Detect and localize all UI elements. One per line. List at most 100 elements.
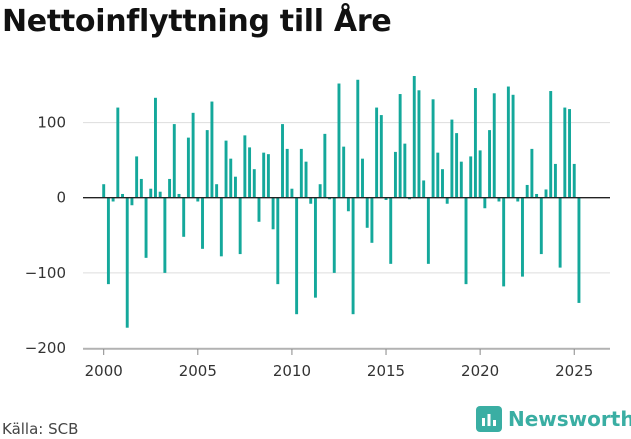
bar (441, 169, 444, 198)
bar (342, 146, 346, 198)
bar (318, 184, 322, 198)
bar (365, 197, 369, 228)
bar (299, 148, 303, 198)
bar (177, 193, 181, 198)
bar (271, 197, 275, 230)
bar (262, 152, 266, 198)
bar (182, 197, 186, 237)
bar (266, 154, 270, 198)
bar (483, 197, 487, 209)
bar (238, 197, 242, 255)
bar (163, 197, 167, 273)
bar (568, 109, 571, 198)
bar (408, 197, 412, 200)
bar (389, 197, 393, 264)
bar (130, 197, 134, 206)
bar (285, 148, 289, 198)
bar (210, 101, 214, 198)
bar (539, 197, 543, 255)
bar (201, 197, 204, 249)
bar (530, 148, 534, 198)
bar (233, 176, 237, 198)
bar (205, 130, 209, 198)
bar (102, 184, 106, 198)
bar (384, 197, 388, 200)
x-tick-label: 2025 (555, 362, 593, 380)
chart-title: Nettoinflyttning till Åre (2, 4, 392, 39)
bars (102, 76, 581, 328)
bar (356, 79, 360, 198)
bar (572, 163, 576, 198)
bar (502, 197, 506, 287)
x-tick-label: 2015 (367, 362, 405, 380)
bar (252, 169, 256, 198)
bar (417, 90, 421, 198)
bar (215, 184, 219, 198)
bar (488, 130, 492, 198)
bar (553, 163, 557, 198)
bar (464, 197, 468, 285)
bar (577, 197, 581, 303)
bar (304, 161, 308, 198)
bar (412, 76, 416, 198)
bar (196, 197, 200, 202)
y-tick-label: 100 (37, 114, 66, 132)
bar (135, 156, 139, 198)
brand-logo[interactable]: Newsworthy (476, 406, 631, 432)
bar (450, 119, 454, 198)
bar (158, 191, 162, 198)
bar (346, 197, 350, 212)
bar (309, 197, 313, 204)
bar (535, 193, 539, 198)
bar (398, 94, 402, 198)
bar (445, 197, 449, 204)
bar (111, 197, 115, 202)
bar (511, 94, 515, 198)
bar (328, 197, 332, 200)
bar (393, 151, 397, 198)
source-label: Källa: SCB (2, 420, 79, 438)
bar (549, 91, 553, 198)
bar (125, 197, 129, 328)
bar (478, 150, 482, 198)
bar (473, 88, 477, 198)
bar (224, 140, 228, 198)
bar (243, 135, 247, 198)
bar (422, 180, 426, 198)
bar (191, 112, 195, 198)
bar (563, 107, 567, 198)
bar (323, 133, 327, 198)
bar (469, 156, 473, 198)
bar (106, 197, 110, 285)
y-tick-label: −100 (25, 264, 66, 282)
chart-bubble-icon (476, 406, 502, 432)
y-tick-label: 0 (56, 189, 66, 207)
bar (426, 197, 430, 264)
bar (219, 197, 223, 257)
bar (525, 184, 529, 198)
bar (186, 137, 190, 198)
bar (558, 197, 562, 268)
bar (375, 107, 379, 198)
bar (116, 107, 120, 198)
bar (172, 124, 176, 198)
bar (154, 97, 157, 198)
bar (370, 197, 374, 243)
bar (281, 124, 284, 198)
bar (351, 197, 355, 315)
bar (516, 197, 520, 202)
x-tick-label: 2020 (461, 362, 499, 380)
bar (436, 152, 440, 198)
bar (248, 147, 252, 198)
bar (295, 197, 299, 315)
bar (403, 143, 407, 198)
bar (455, 133, 459, 198)
bar (276, 197, 280, 285)
bar (521, 197, 524, 277)
bar (544, 189, 548, 198)
bar (361, 158, 364, 198)
bar (168, 178, 172, 198)
bar (139, 178, 143, 198)
bar (121, 193, 124, 198)
